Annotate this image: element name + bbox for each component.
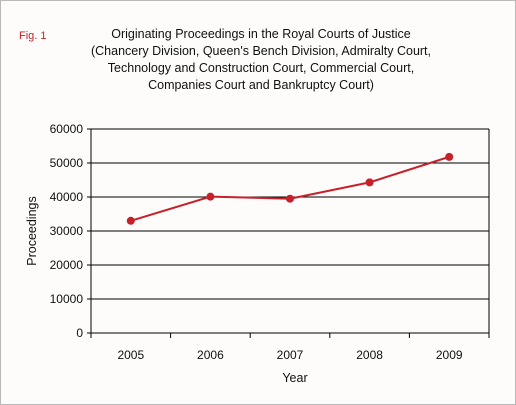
data-point [206, 192, 215, 201]
y-tick-label: 50000 [50, 156, 84, 170]
x-tick-label: 2008 [356, 348, 383, 362]
y-tick-label: 10000 [50, 292, 84, 306]
y-axis-title: Proceedings [25, 196, 39, 266]
chart-title-line-4: Companies Court and Bankruptcy Court) [148, 78, 374, 92]
x-axis-title: Year [282, 371, 307, 385]
data-point [365, 178, 374, 187]
data-point [445, 152, 454, 161]
data-point [126, 216, 135, 225]
y-tick-label: 40000 [50, 190, 84, 204]
chart-title: Originating Proceedings in the Royal Cou… [61, 26, 461, 94]
y-tick-label: 0 [76, 326, 83, 340]
x-tick-label: 2007 [277, 348, 304, 362]
x-tick-label: 2005 [117, 348, 144, 362]
chart-title-line-1: Originating Proceedings in the Royal Cou… [111, 27, 411, 41]
data-point [286, 194, 294, 203]
figure-label: Fig. 1 [19, 30, 47, 42]
y-tick-label: 60000 [50, 122, 84, 136]
series-line [130, 155, 450, 222]
chart-title-line-2: (Chancery Division, Queen's Bench Divisi… [90, 44, 432, 58]
y-tick-label: 30000 [50, 224, 84, 238]
y-tick-label: 20000 [50, 258, 84, 272]
chart-title-line-3: Technology and Construction Court, Comme… [107, 61, 415, 75]
x-tick-label: 2006 [197, 348, 224, 362]
x-tick-label: 2009 [436, 348, 463, 362]
